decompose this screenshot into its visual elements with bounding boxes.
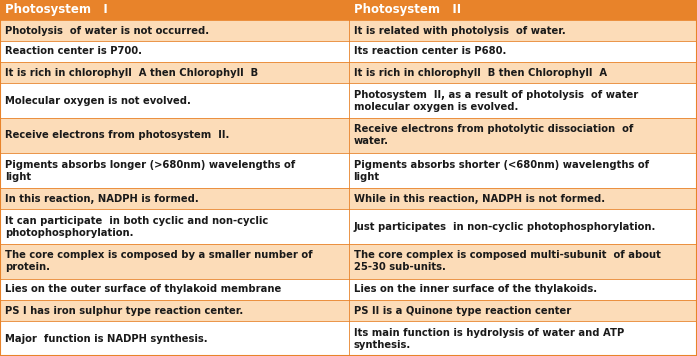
Text: Reaction center is P700.: Reaction center is P700. — [5, 47, 142, 57]
Text: Photosystem  II, as a result of photolysis  of water
molecular oxygen is evolved: Photosystem II, as a result of photolysi… — [353, 89, 638, 111]
Text: Pigments absorbs shorter (<680nm) wavelengths of
light: Pigments absorbs shorter (<680nm) wavele… — [353, 159, 649, 182]
Bar — [348, 188, 697, 209]
Bar — [0, 20, 348, 41]
Bar — [0, 321, 348, 356]
Text: Major  function is NADPH synthesis.: Major function is NADPH synthesis. — [5, 334, 208, 344]
Text: Lies on the inner surface of the thylakoids.: Lies on the inner surface of the thylako… — [353, 284, 597, 294]
Text: It is rich in chlorophyll  B then Chlorophyll  A: It is rich in chlorophyll B then Chlorop… — [353, 68, 606, 78]
Text: Photosystem   I: Photosystem I — [5, 4, 108, 16]
Bar — [348, 244, 697, 279]
Text: In this reaction, NADPH is formed.: In this reaction, NADPH is formed. — [5, 194, 199, 204]
Text: Receive electrons from photolytic dissociation  of
water.: Receive electrons from photolytic dissoc… — [353, 125, 633, 147]
Text: Its reaction center is P680.: Its reaction center is P680. — [353, 47, 506, 57]
Bar — [0, 83, 348, 118]
Bar — [0, 209, 348, 244]
Text: Photosystem   II: Photosystem II — [353, 4, 461, 16]
Text: Pigments absorbs longer (>680nm) wavelengths of
light: Pigments absorbs longer (>680nm) wavelen… — [5, 159, 296, 182]
Bar — [348, 209, 697, 244]
Text: It is related with photolysis  of water.: It is related with photolysis of water. — [353, 26, 565, 36]
Bar — [0, 118, 348, 153]
Bar — [348, 118, 697, 153]
Text: The core complex is composed multi-subunit  of about
25-30 sub-units.: The core complex is composed multi-subun… — [353, 251, 660, 272]
Bar — [0, 62, 348, 83]
Text: Molecular oxygen is not evolved.: Molecular oxygen is not evolved. — [5, 95, 191, 105]
Bar — [0, 0, 697, 20]
Text: Just participates  in non-cyclic photophosphorylation.: Just participates in non-cyclic photopho… — [353, 221, 656, 231]
Text: It is rich in chlorophyll  A then Chlorophyll  B: It is rich in chlorophyll A then Chlorop… — [5, 68, 258, 78]
Bar — [0, 244, 348, 279]
Bar — [348, 300, 697, 321]
Bar — [348, 83, 697, 118]
Bar — [348, 41, 697, 62]
Bar — [348, 279, 697, 300]
Text: PS II is a Quinone type reaction center: PS II is a Quinone type reaction center — [353, 305, 571, 315]
Bar — [348, 62, 697, 83]
Text: While in this reaction, NADPH is not formed.: While in this reaction, NADPH is not for… — [353, 194, 604, 204]
Text: Photolysis  of water is not occurred.: Photolysis of water is not occurred. — [5, 26, 209, 36]
Bar — [348, 321, 697, 356]
Text: Receive electrons from photosystem  II.: Receive electrons from photosystem II. — [5, 131, 229, 141]
Bar — [0, 188, 348, 209]
Bar — [0, 300, 348, 321]
Bar — [0, 279, 348, 300]
Text: PS I has iron sulphur type reaction center.: PS I has iron sulphur type reaction cent… — [5, 305, 243, 315]
Text: Lies on the outer surface of thylakoid membrane: Lies on the outer surface of thylakoid m… — [5, 284, 282, 294]
Bar — [348, 20, 697, 41]
Text: It can participate  in both cyclic and non-cyclic
photophosphorylation.: It can participate in both cyclic and no… — [5, 215, 268, 237]
Text: The core complex is composed by a smaller number of
protein.: The core complex is composed by a smalle… — [5, 251, 313, 272]
Bar — [348, 153, 697, 188]
Bar — [0, 41, 348, 62]
Bar — [0, 153, 348, 188]
Text: Its main function is hydrolysis of water and ATP
synthesis.: Its main function is hydrolysis of water… — [353, 328, 624, 350]
